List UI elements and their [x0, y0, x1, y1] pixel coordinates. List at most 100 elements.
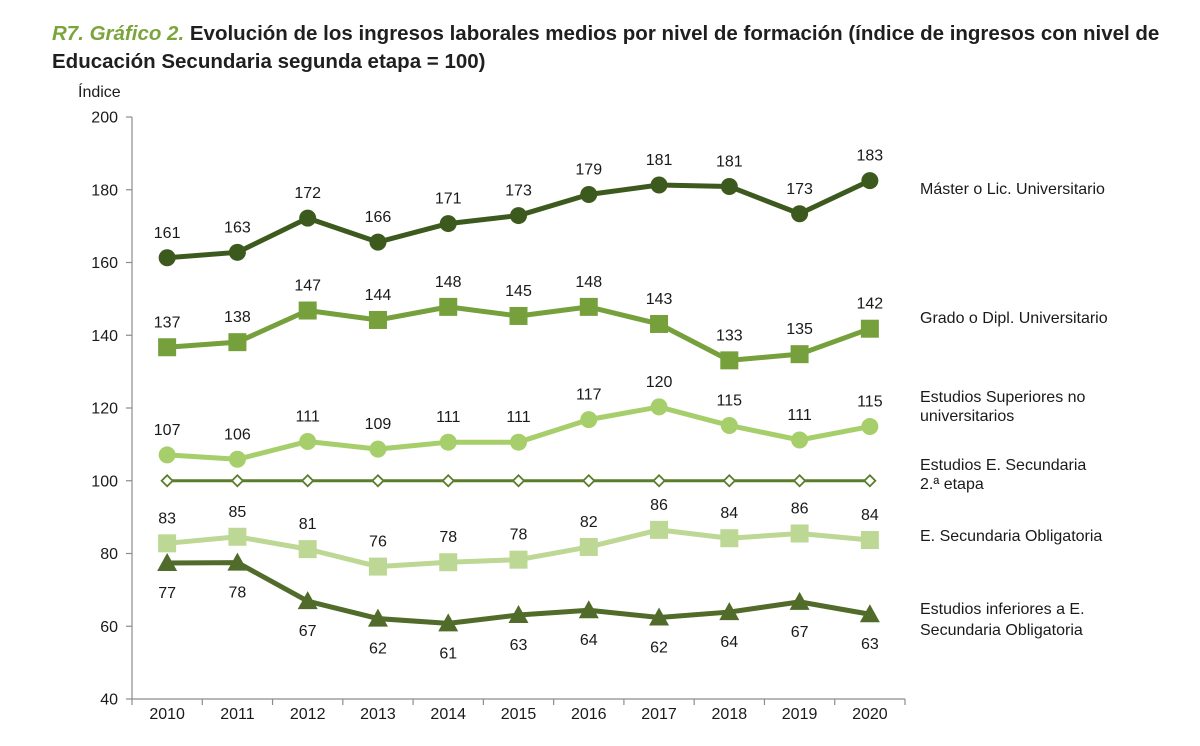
data-label: 63 [861, 636, 879, 653]
data-label: 77 [158, 585, 176, 602]
data-point-marker [720, 529, 739, 548]
data-point-marker [508, 604, 529, 623]
data-label: 84 [861, 507, 879, 524]
data-label: 78 [439, 529, 457, 546]
data-label: 181 [646, 152, 673, 169]
data-point-marker [791, 431, 809, 449]
x-tick-label: 2016 [571, 706, 607, 723]
data-point-marker [439, 433, 457, 451]
y-tick-label: 60 [100, 619, 118, 636]
data-label: 138 [224, 309, 251, 326]
data-label: 84 [720, 505, 738, 522]
data-label: 107 [154, 422, 181, 439]
data-label: 173 [505, 183, 532, 200]
data-point-marker [509, 306, 528, 325]
data-point-marker [368, 557, 387, 576]
y-tick-label: 80 [100, 546, 118, 563]
data-label: 64 [720, 634, 738, 651]
data-point-marker [861, 418, 879, 436]
data-label: 133 [716, 327, 743, 344]
data-point-marker [722, 473, 737, 488]
data-label: 143 [646, 291, 673, 308]
data-point-marker [439, 297, 458, 316]
data-point-marker [863, 473, 877, 488]
data-point-marker [790, 524, 809, 543]
data-label: 76 [369, 534, 387, 551]
data-point-marker [439, 215, 457, 233]
data-point-marker [298, 301, 317, 320]
data-label: 161 [154, 225, 181, 242]
data-point-marker [158, 446, 176, 464]
data-label: 63 [510, 637, 528, 654]
data-label: 111 [436, 409, 460, 426]
data-point-marker [860, 531, 879, 550]
data-point-marker [300, 473, 315, 488]
data-point-marker [441, 473, 456, 488]
data-point-marker [228, 333, 247, 352]
x-tick-label: 2018 [712, 706, 748, 723]
data-label: 172 [294, 185, 321, 202]
data-label: 111 [787, 407, 811, 424]
y-tick-label: 200 [91, 110, 118, 127]
y-tick-label: 40 [100, 692, 118, 709]
x-tick-label: 2020 [852, 706, 888, 723]
x-tick-label: 2014 [430, 706, 466, 723]
data-point-marker [719, 602, 740, 621]
data-point-marker [580, 185, 598, 203]
data-point-marker [298, 540, 317, 559]
data-point-marker [581, 473, 596, 488]
y-tick-label: 160 [91, 255, 118, 272]
y-tick-label: 120 [91, 401, 118, 418]
data-point-marker [230, 473, 245, 488]
series-3-legend-label: Estudios E. Secundaria [920, 457, 1086, 474]
data-label: 166 [365, 209, 392, 226]
data-label: 120 [646, 374, 673, 391]
series-2-legend-label: universitarios [920, 408, 1014, 425]
data-label: 78 [510, 527, 528, 544]
x-tick-label: 2017 [641, 706, 677, 723]
data-point-marker [157, 552, 178, 571]
data-point-marker [439, 553, 458, 572]
x-tick-label: 2012 [290, 706, 326, 723]
y-tick-label: 140 [91, 328, 118, 345]
x-tick-label: 2010 [149, 706, 185, 723]
data-label: 171 [435, 191, 462, 208]
data-label: 173 [786, 181, 813, 198]
data-point-marker [511, 473, 526, 488]
data-point-marker [579, 297, 598, 316]
data-label: 62 [650, 640, 668, 657]
data-point-marker [790, 345, 809, 364]
data-label: 135 [786, 321, 813, 338]
data-point-marker [860, 319, 879, 338]
data-label: 183 [857, 148, 884, 165]
data-label: 61 [439, 645, 457, 662]
x-tick-label: 2019 [782, 706, 818, 723]
data-point-marker [509, 550, 528, 569]
data-label: 111 [506, 409, 530, 426]
data-label: 115 [717, 392, 743, 409]
data-point-marker [160, 473, 174, 488]
data-point-marker [859, 604, 880, 623]
data-label: 148 [435, 274, 462, 291]
data-label: 109 [365, 416, 392, 433]
data-label: 145 [505, 283, 532, 300]
x-tick-label: 2011 [220, 706, 255, 723]
data-point-marker [650, 520, 669, 539]
data-point-marker [650, 398, 668, 416]
series-2-legend-label: Estudios Superiores no [920, 389, 1086, 406]
data-label: 67 [791, 624, 809, 641]
data-label: 86 [650, 497, 668, 514]
data-label: 111 [296, 408, 320, 425]
x-tick-label: 2015 [501, 706, 537, 723]
data-point-marker [227, 552, 248, 571]
data-point-marker [158, 249, 176, 267]
data-point-marker [580, 411, 598, 429]
data-label: 83 [158, 510, 176, 527]
data-label: 163 [224, 219, 251, 236]
series-4-legend-label: E. Secundaria Obligatoria [920, 528, 1102, 545]
data-point-marker [297, 591, 318, 610]
data-point-marker [649, 607, 670, 626]
data-point-marker [720, 351, 739, 370]
chart-title-label: R7. Gráfico 2. [52, 22, 185, 45]
